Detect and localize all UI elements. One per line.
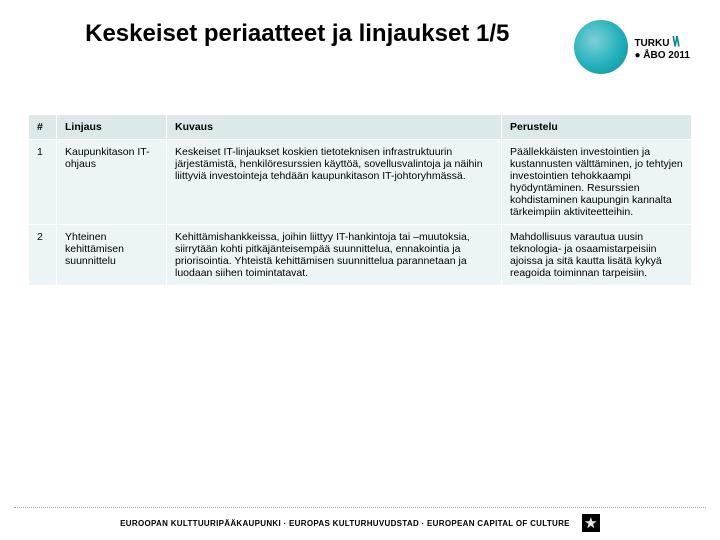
logo-line1: TURKU (634, 38, 669, 49)
coat-of-arms-icon (582, 514, 600, 532)
footer-text: EUROOPAN KULTTUURIPÄÄKAUPUNKI · EUROPAS … (120, 519, 570, 528)
col-kuvaus: Kuvaus (167, 115, 502, 140)
logo-year: 2011 (668, 50, 690, 61)
cell-num: 2 (29, 225, 57, 286)
cell-perustelu: Mahdollisuus varautua uusin teknologia- … (502, 225, 692, 286)
table-row: 2 Yhteinen kehittämisen suunnittelu Kehi… (29, 225, 692, 286)
cell-linjaus: Kaupunkitason IT-ohjaus (57, 140, 167, 225)
cell-perustelu: Päällekkäisten investointien ja kustannu… (502, 140, 692, 225)
logo-text: TURKU \/\ ● ÅBO 2011 (634, 33, 690, 61)
table-row: 1 Kaupunkitason IT-ohjaus Keskeiset IT-l… (29, 140, 692, 225)
cell-num: 1 (29, 140, 57, 225)
table-header-row: # Linjaus Kuvaus Perustelu (29, 115, 692, 140)
logo-circle-icon (574, 20, 628, 74)
logo-line2: ÅBO (643, 50, 665, 61)
footer-inner: EUROOPAN KULTTUURIPÄÄKAUPUNKI · EUROPAS … (14, 514, 706, 532)
cell-linjaus: Yhteinen kehittämisen suunnittelu (57, 225, 167, 286)
col-num: # (29, 115, 57, 140)
cell-kuvaus: Kehittämishankkeissa, joihin liittyy IT-… (167, 225, 502, 286)
crown-icon: \/\ (672, 33, 678, 49)
slide: Keskeiset periaatteet ja linjaukset 1/5 … (0, 0, 720, 540)
table-container: # Linjaus Kuvaus Perustelu 1 Kaupunkitas… (0, 74, 720, 286)
col-perustelu: Perustelu (502, 115, 692, 140)
footer: EUROOPAN KULTTUURIPÄÄKAUPUNKI · EUROPAS … (0, 507, 720, 532)
turku-logo: TURKU \/\ ● ÅBO 2011 (574, 20, 690, 74)
page-title: Keskeiset periaatteet ja linjaukset 1/5 (30, 20, 574, 49)
footer-divider (14, 507, 706, 508)
cell-kuvaus: Keskeiset IT-linjaukset koskien tietotek… (167, 140, 502, 225)
col-linjaus: Linjaus (57, 115, 167, 140)
principles-table: # Linjaus Kuvaus Perustelu 1 Kaupunkitas… (28, 114, 692, 286)
header: Keskeiset periaatteet ja linjaukset 1/5 … (0, 0, 720, 74)
